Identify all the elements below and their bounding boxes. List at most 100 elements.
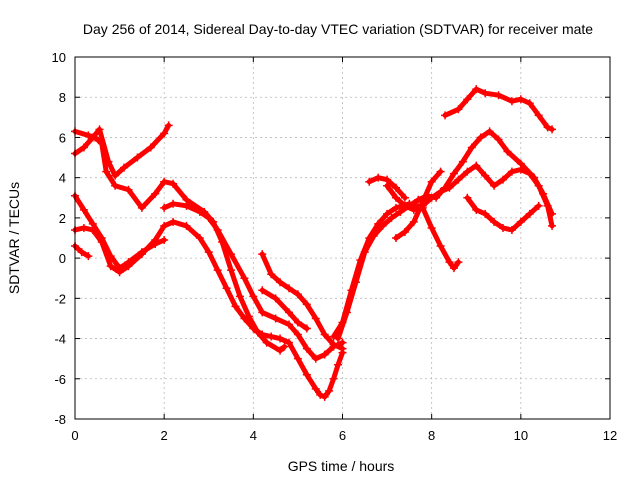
- data-point: [151, 236, 160, 245]
- data-point: [445, 183, 454, 192]
- series-9: [334, 127, 557, 343]
- data-point: [79, 205, 88, 214]
- data-point: [240, 314, 249, 323]
- data-point: [516, 217, 525, 226]
- data-point: [445, 258, 454, 267]
- series-10: [383, 161, 557, 230]
- data-point: [271, 314, 280, 323]
- data-point: [449, 169, 458, 178]
- data-point: [454, 258, 463, 267]
- data-point: [285, 338, 293, 347]
- data-point: [249, 292, 258, 301]
- data-series: [71, 85, 557, 401]
- data-point: [111, 171, 120, 180]
- data-point: [534, 181, 543, 190]
- data-point: [311, 384, 320, 393]
- data-point: [267, 332, 276, 341]
- data-point: [293, 354, 302, 363]
- data-point: [91, 133, 100, 142]
- y-tick-label: 10: [52, 50, 66, 65]
- data-point: [95, 125, 104, 134]
- data-point: [543, 123, 552, 132]
- data-point: [351, 278, 360, 287]
- data-point: [97, 139, 106, 148]
- data-point: [164, 121, 173, 130]
- data-point: [392, 183, 400, 192]
- data-point: [490, 181, 499, 190]
- data-point: [485, 127, 494, 136]
- axis-ticks: 0 2 4 6 8 10 12 -8 -6 -4 -2 0 2 4 6 8 10: [52, 50, 618, 443]
- data-point: [302, 324, 311, 333]
- data-point: [325, 386, 334, 395]
- data-point: [195, 207, 204, 216]
- data-point: [227, 266, 236, 275]
- data-point: [88, 225, 97, 234]
- series-8: [329, 199, 463, 341]
- data-point: [244, 312, 253, 321]
- data-point: [249, 324, 258, 333]
- data-point: [151, 189, 160, 198]
- data-point: [124, 262, 133, 271]
- data-point: [342, 308, 351, 317]
- data-point: [400, 227, 409, 236]
- y-tick-label: 4: [59, 171, 66, 186]
- data-point: [503, 147, 512, 156]
- x-tick-label: 6: [339, 428, 346, 443]
- data-point: [400, 193, 409, 202]
- data-point: [276, 346, 285, 355]
- data-point: [543, 201, 552, 210]
- data-point: [334, 334, 343, 343]
- data-point: [418, 197, 427, 206]
- data-point: [400, 201, 409, 210]
- data-point: [320, 350, 329, 359]
- data-point: [271, 294, 280, 303]
- data-point: [329, 374, 338, 383]
- data-point: [182, 221, 191, 230]
- data-point: [302, 370, 311, 379]
- data-point: [392, 234, 400, 242]
- data-point: [463, 193, 472, 202]
- data-point: [387, 213, 396, 222]
- data-point: [77, 248, 86, 257]
- data-point: [427, 177, 436, 186]
- data-point: [276, 334, 285, 343]
- data-point: [525, 209, 534, 218]
- data-point: [516, 95, 525, 104]
- data-point: [213, 225, 222, 234]
- grid: [75, 57, 610, 419]
- y-tick-label: 6: [59, 130, 66, 145]
- data-point: [204, 248, 213, 257]
- data-point: [441, 111, 450, 120]
- data-point: [516, 165, 525, 174]
- y-tick-label: -2: [54, 291, 66, 306]
- data-point: [378, 221, 387, 230]
- data-point: [160, 177, 169, 186]
- data-point: [169, 199, 178, 208]
- data-point: [133, 153, 142, 162]
- x-tick-label: 12: [603, 428, 617, 443]
- data-point: [472, 161, 481, 170]
- x-tick-label: 2: [161, 428, 168, 443]
- y-tick-label: -4: [54, 332, 66, 347]
- data-point: [499, 223, 507, 232]
- data-point: [258, 250, 267, 259]
- data-point: [102, 167, 111, 176]
- data-point: [338, 344, 347, 353]
- data-point: [120, 163, 129, 172]
- x-tick-label: 10: [514, 428, 528, 443]
- data-point: [369, 231, 378, 240]
- data-point: [525, 99, 534, 108]
- data-point: [383, 175, 392, 184]
- data-point: [458, 157, 467, 166]
- data-point: [302, 344, 311, 353]
- data-point: [436, 187, 445, 196]
- data-point: [137, 203, 146, 212]
- data-point: [79, 223, 88, 232]
- series-2: [71, 191, 169, 273]
- data-point: [499, 175, 507, 184]
- data-point: [111, 181, 120, 190]
- series-6: [258, 250, 347, 353]
- x-tick-label: 4: [250, 428, 257, 443]
- data-point: [195, 234, 204, 242]
